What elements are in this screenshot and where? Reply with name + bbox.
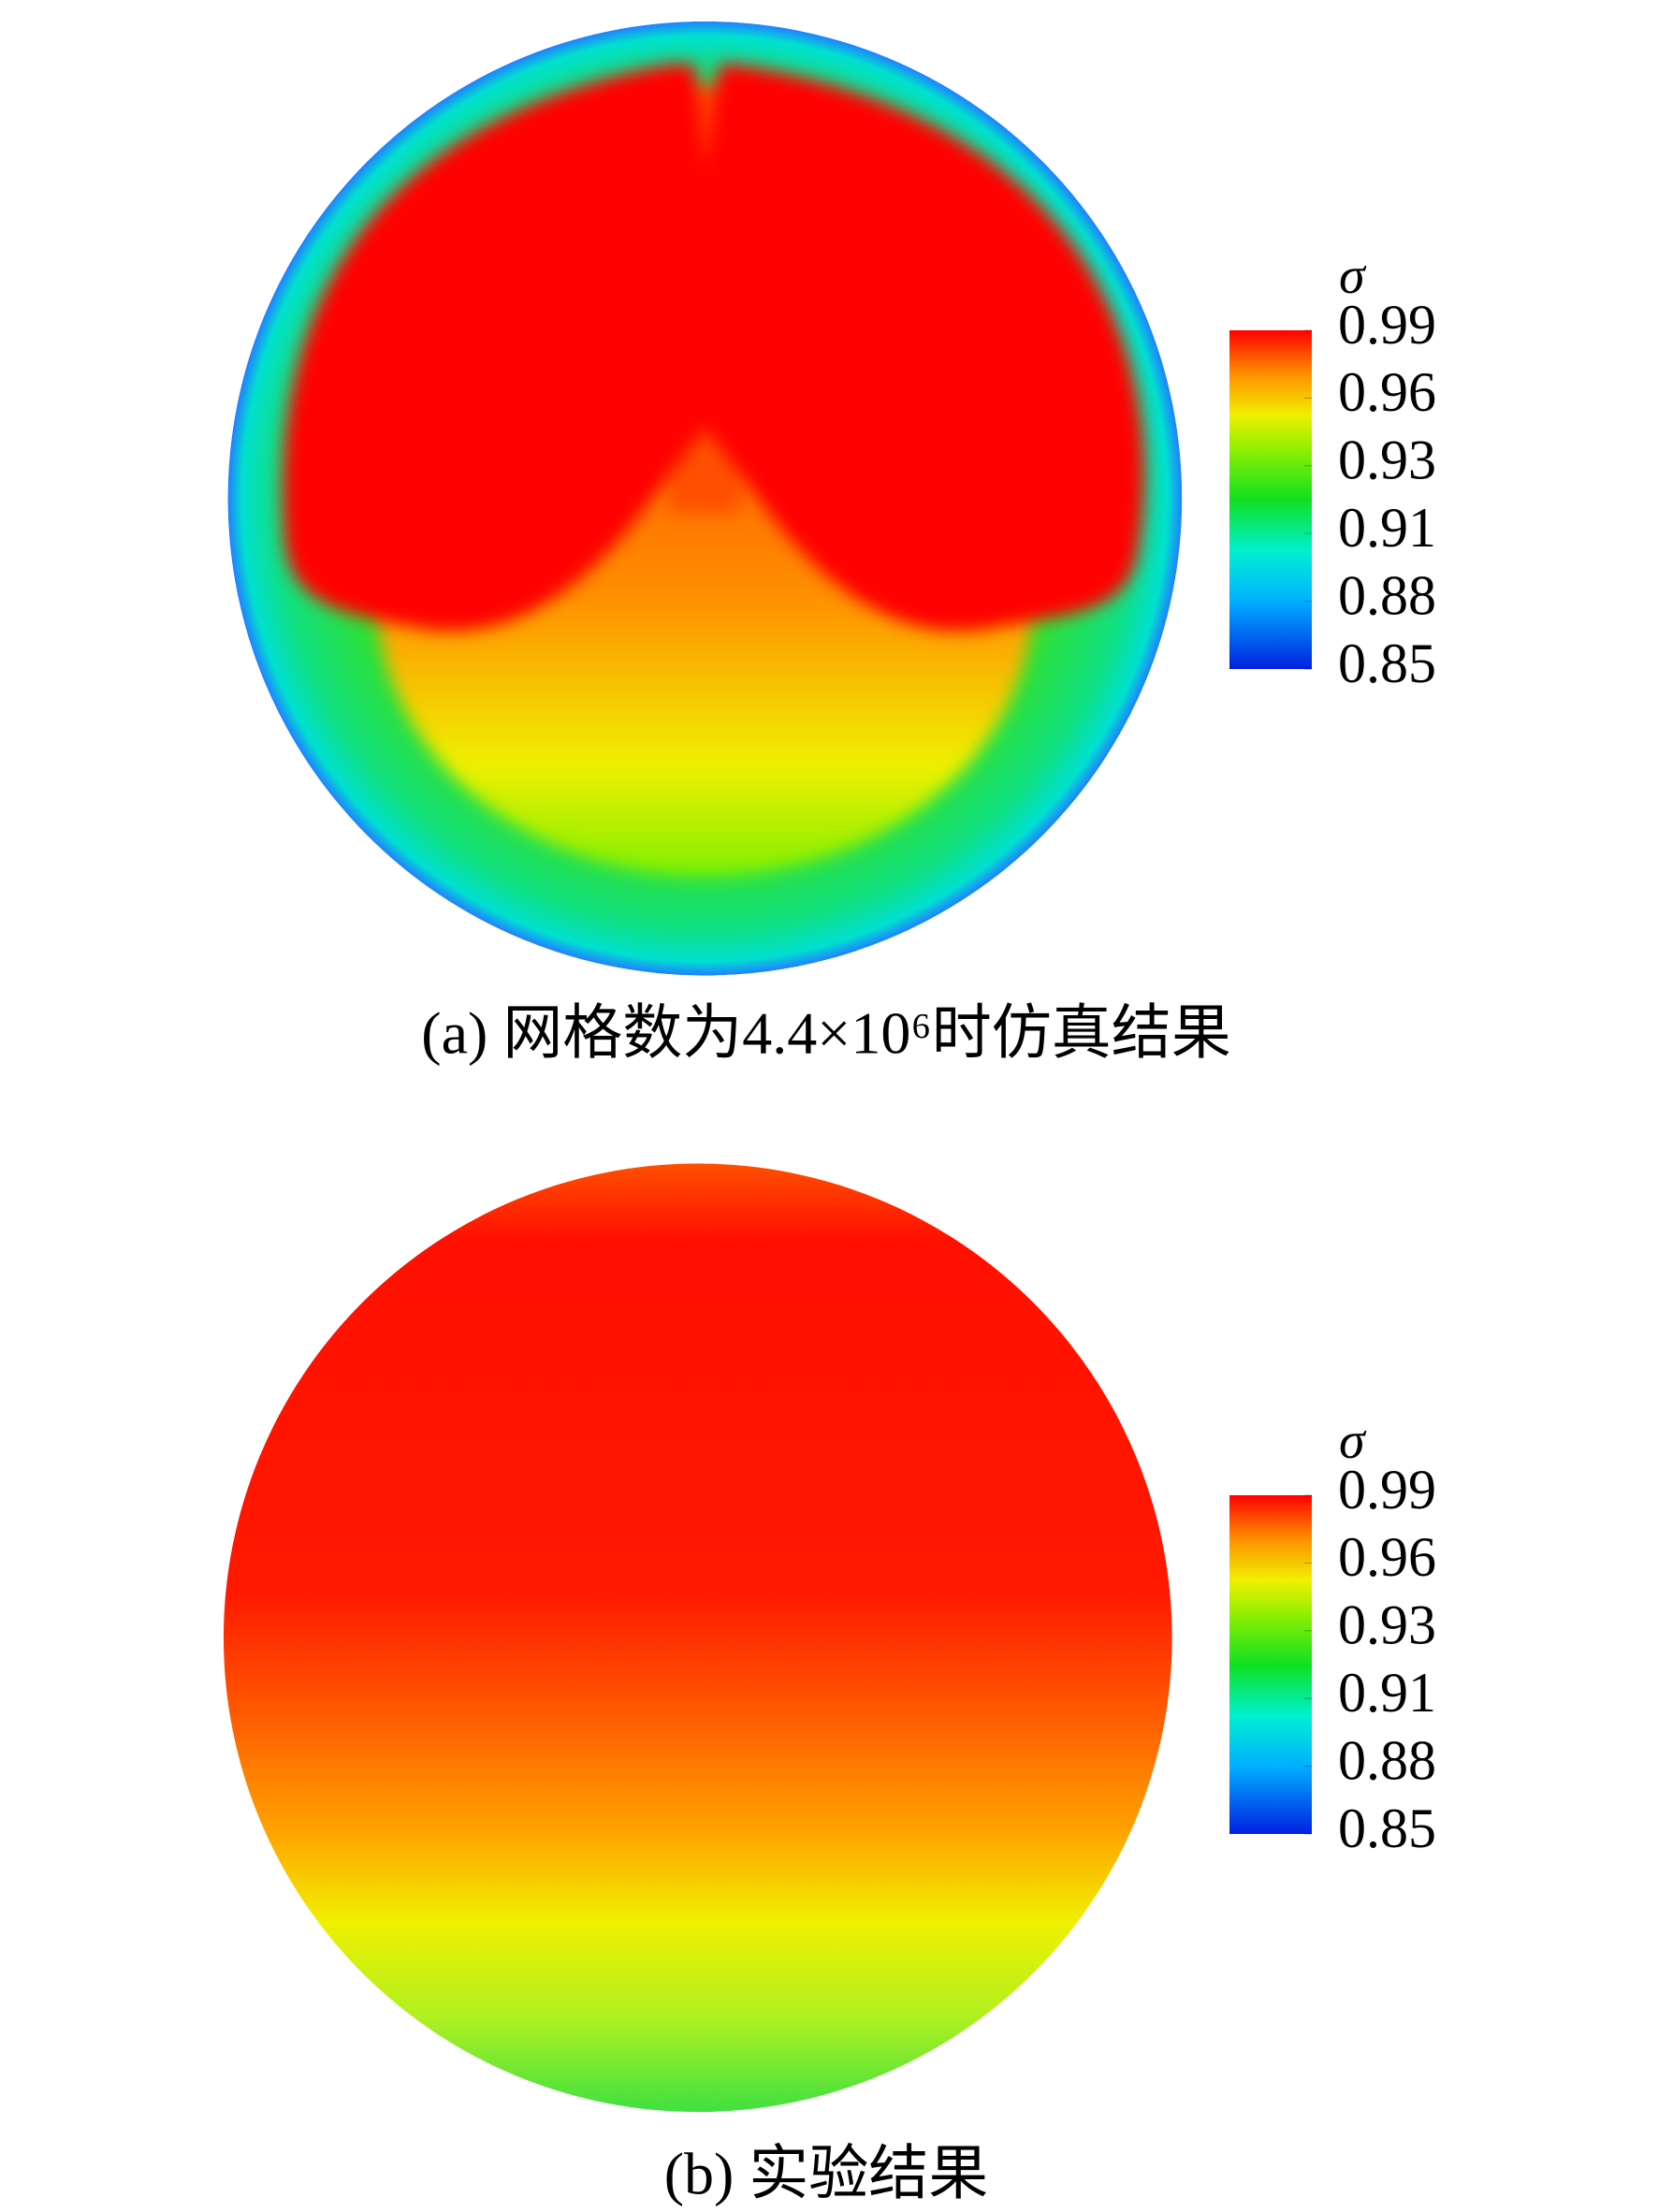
colorbar-tick-label: 0.85 xyxy=(1338,1797,1436,1859)
colorbar-tick-label: 0.99 xyxy=(1338,1459,1436,1521)
colorbar-tick-label: 0.91 xyxy=(1338,1662,1436,1724)
colorbar-tick-label: 0.99 xyxy=(1338,294,1436,356)
colorbar xyxy=(1229,1495,1312,1834)
field-a xyxy=(223,21,1183,2113)
colorbar-tick-label: 0.88 xyxy=(1338,564,1436,626)
colorbar xyxy=(1229,330,1312,669)
colorbar-tick-label: 0.91 xyxy=(1338,497,1436,559)
colorbar-tick-label: 0.93 xyxy=(1338,1594,1436,1656)
colorbar-tick-label: 0.96 xyxy=(1338,1526,1436,1588)
field-b xyxy=(223,1163,1172,2113)
colorbar-label: σ xyxy=(1339,1412,1367,1470)
contour-peak xyxy=(283,64,1145,632)
colorbar-tick-label: 0.96 xyxy=(1338,361,1436,423)
colorbar-tick-label: 0.93 xyxy=(1338,429,1436,491)
caption: (b) 实验结果 xyxy=(664,2141,989,2207)
caption: (a) 网格数为4.4×10⁶时仿真结果 xyxy=(421,1000,1230,1067)
colorbar-label: σ xyxy=(1339,247,1367,305)
colorbar-tick-label: 0.88 xyxy=(1338,1729,1436,1791)
colorbar-tick-label: 0.85 xyxy=(1338,633,1436,694)
